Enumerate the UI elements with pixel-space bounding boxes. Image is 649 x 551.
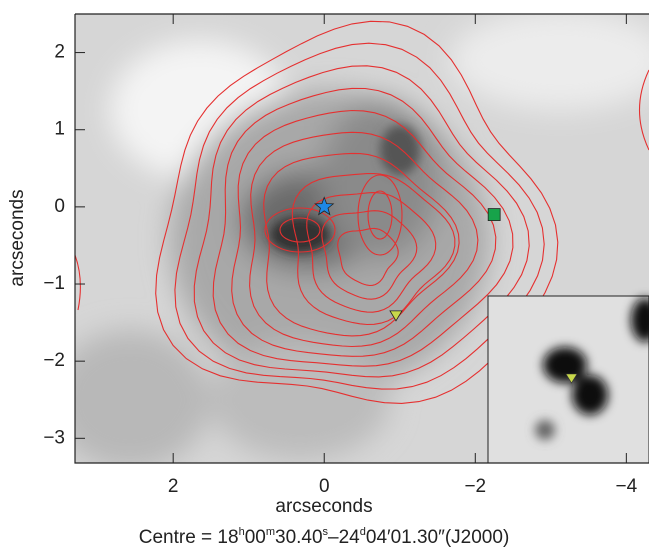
caption-superscript: m [266,526,275,538]
contour [321,210,418,300]
caption-part: 00 [245,527,266,548]
contour [231,109,497,357]
x-axis-label: arcseconds [275,496,372,517]
contour [367,190,393,240]
y-axis-label: arcseconds [7,189,28,286]
contour [638,69,649,151]
caption-superscript: h [239,526,245,538]
image [75,14,649,463]
axes-frame [74,13,649,464]
contour [264,207,336,253]
y-tick-label: 0 [54,196,65,217]
x-tick-label: −2 [464,476,486,497]
marker-point [487,208,501,221]
x-tick-label: 0 [319,476,330,497]
contour [337,227,399,287]
contour [357,174,403,256]
y-tick-label: 2 [54,42,65,63]
x-tick-label: −4 [616,476,638,497]
caption-superscript: d [360,526,366,538]
caption-part: 30.40 [275,527,323,548]
y-tick-label: −3 [43,427,65,448]
caption: Centre = 18h00m30.40s–24d04′01.30″(J2000… [139,526,510,548]
contour [249,131,479,348]
caption-part: 04′01.30″(J2000) [366,527,509,548]
contour [193,65,530,378]
contour [155,20,559,404]
y-tick-label: −1 [43,273,65,294]
marker-point [314,196,335,216]
contour [279,217,321,243]
contour [212,87,514,367]
marker-point [389,310,403,322]
caption-part: Centre = 18 [139,527,239,548]
x-tick-label: 2 [168,476,179,497]
contour [291,173,456,326]
y-tick-label: 1 [54,119,65,140]
contour [174,42,545,390]
caption-part: –24 [328,527,360,548]
caption-superscript: s [323,526,329,538]
contour [306,192,437,313]
y-tick-label: −2 [43,350,65,371]
contour [75,254,81,311]
